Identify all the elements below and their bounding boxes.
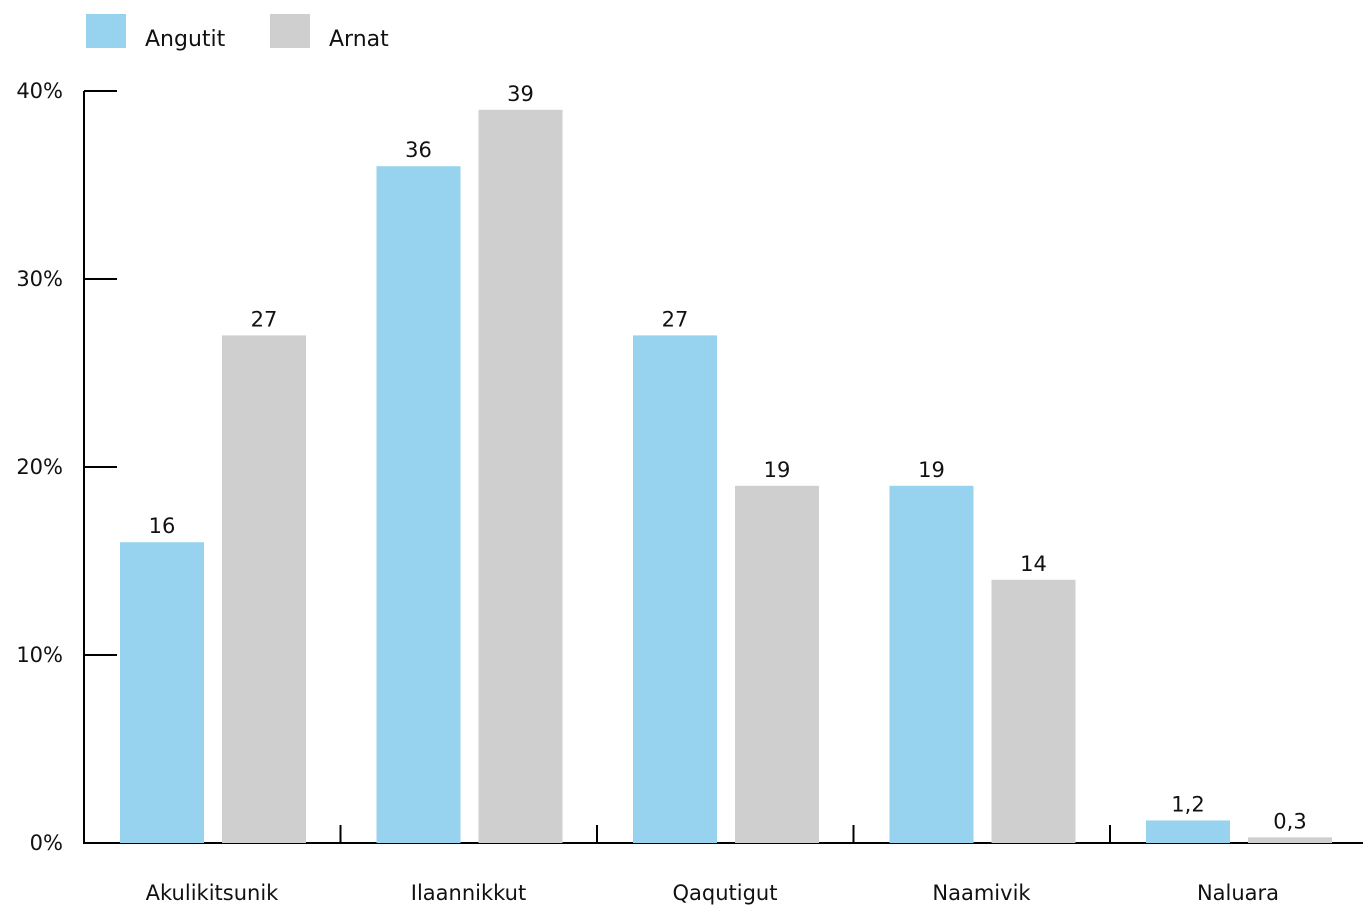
legend-swatch-2 (270, 14, 310, 48)
bar-2-2 (478, 109, 563, 844)
legend: Angutit Arnat (86, 14, 389, 52)
data-label-1-3: 27 (662, 307, 689, 331)
y-tick-label-10: 10% (16, 643, 63, 667)
category-label-1: Akulikitsunik (146, 881, 279, 905)
legend-label-1: Angutit (145, 27, 226, 52)
category-label-2: Ilaannikkut (411, 881, 526, 905)
bar-2-3 (735, 485, 819, 843)
category-label-5: Naluara (1197, 881, 1279, 905)
data-label-2-2: 39 (507, 82, 534, 106)
legend-swatch-1 (86, 14, 126, 48)
bar-2-5 (1248, 837, 1332, 843)
bar-1-5 (1146, 820, 1230, 843)
y-tick-label-30: 30% (16, 267, 63, 291)
y-tick-label-40: 40% (16, 79, 63, 103)
data-label-1-4: 19 (918, 458, 945, 482)
data-label-2-3: 19 (764, 458, 791, 482)
data-label-2-4: 14 (1020, 552, 1047, 576)
y-tick-label-20: 20% (16, 455, 63, 479)
data-labels: 16 36 27 19 1,2 27 39 19 14 0,3 (149, 82, 1307, 834)
y-axis: 0% 10% 20% 30% 40% (16, 79, 117, 855)
legend-label-2: Arnat (329, 27, 389, 52)
data-label-2-5: 0,3 (1273, 809, 1306, 833)
bar-2-4 (991, 579, 1076, 843)
y-tick-label-0: 0% (30, 831, 63, 855)
bar-2-1 (222, 335, 306, 843)
bar-1-4 (889, 485, 974, 843)
category-label-3: Qaqutigut (673, 881, 778, 905)
data-label-2-1: 27 (251, 307, 278, 331)
category-label-4: Naamivik (932, 881, 1031, 905)
data-label-1-2: 36 (405, 138, 432, 162)
bar-1-1 (120, 542, 204, 843)
bars (120, 109, 1332, 844)
bar-1-2 (376, 166, 461, 843)
data-label-1-1: 16 (149, 514, 176, 538)
data-label-1-5: 1,2 (1171, 792, 1204, 816)
bar-1-3 (633, 335, 717, 843)
